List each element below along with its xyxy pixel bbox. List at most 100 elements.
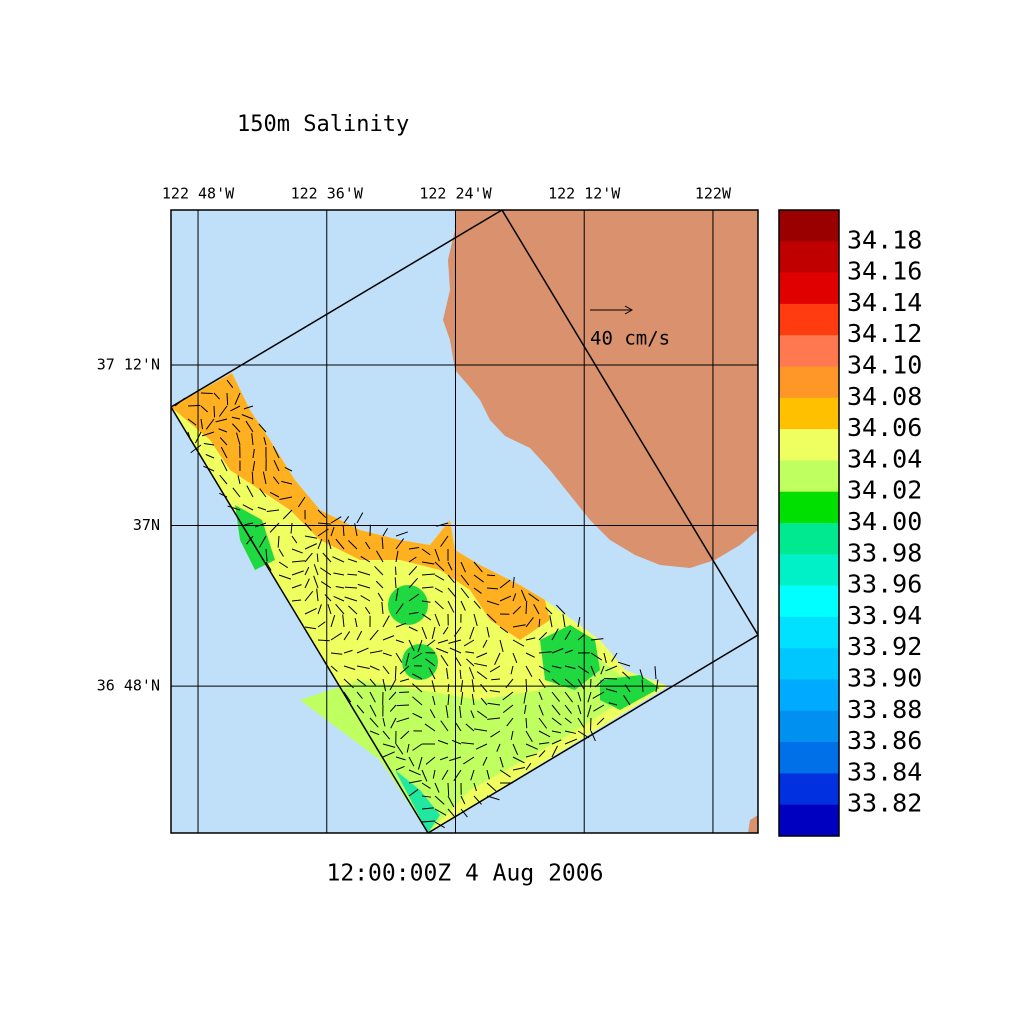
colorbar-band: [779, 773, 839, 806]
vector: [426, 639, 436, 647]
vector: [442, 626, 449, 635]
vector: [562, 614, 566, 628]
vector: [421, 561, 435, 565]
vector: [187, 404, 201, 407]
vector: [344, 596, 358, 602]
vector: [396, 717, 410, 723]
vector: [320, 581, 332, 589]
vector: [447, 808, 456, 818]
vector: [220, 446, 228, 459]
vector: [512, 766, 526, 771]
vector: [551, 717, 562, 726]
vector: [381, 601, 384, 615]
vector: [470, 769, 475, 781]
salinity-low: [540, 625, 600, 690]
vector: [394, 566, 397, 576]
colorbar-label: 33.86: [847, 726, 922, 755]
colorbar-band: [779, 523, 839, 555]
vector: [395, 639, 404, 644]
reference-arrow-head: [624, 305, 634, 315]
colorbar-label: 34.08: [847, 382, 922, 411]
vector: [538, 730, 551, 738]
vector: [460, 692, 464, 706]
vector: [461, 742, 475, 745]
vector: [327, 604, 332, 615]
vector: [445, 705, 449, 719]
colorbar-band: [779, 804, 839, 837]
vector: [412, 712, 423, 719]
vector: [525, 730, 533, 743]
vector: [242, 504, 254, 511]
vector: [218, 428, 228, 433]
colorbar-band: [779, 491, 839, 524]
vector: [200, 405, 208, 413]
vector: [538, 651, 552, 654]
vector: [473, 795, 482, 805]
vector: [468, 667, 475, 680]
vector: [395, 743, 404, 755]
vector: [463, 639, 475, 647]
colorbar-band: [779, 460, 839, 493]
vector: [460, 587, 470, 599]
vector: [231, 416, 241, 420]
vector: [586, 704, 592, 718]
vector: [252, 461, 256, 472]
vector: [564, 704, 572, 714]
vector: [273, 459, 280, 472]
vector: [499, 595, 512, 602]
vector: [434, 795, 445, 805]
colorbar-label: 34.00: [847, 507, 922, 536]
vector: [226, 392, 229, 406]
vector: [611, 652, 618, 662]
vector: [395, 652, 403, 663]
vector: [399, 665, 410, 675]
vector: [408, 565, 418, 576]
vector: [502, 691, 514, 701]
vector: [486, 574, 496, 577]
vector: [400, 730, 410, 740]
vector: [251, 433, 254, 446]
vector: [218, 405, 228, 417]
vector: [406, 743, 410, 753]
x-tick-label: 122 24'W: [419, 185, 492, 203]
vector: [434, 808, 447, 816]
vector: [520, 589, 527, 602]
vector: [577, 616, 581, 628]
salinity-low: [235, 505, 275, 570]
vector: [475, 743, 488, 750]
vector: [369, 678, 377, 686]
vector: [434, 561, 445, 572]
vector: [382, 665, 390, 675]
vector: [382, 615, 390, 628]
vector: [465, 723, 475, 732]
vector: [448, 639, 462, 644]
vector: [388, 691, 397, 701]
vector: [447, 561, 453, 571]
vector: [589, 717, 592, 731]
vector: [376, 550, 384, 563]
vector: [421, 573, 435, 576]
vector: [278, 548, 284, 557]
vector: [408, 577, 418, 589]
colorbar-label: 33.94: [847, 601, 922, 630]
vector: [219, 474, 228, 485]
colorbar-label: 34.06: [847, 413, 922, 442]
vector: [382, 743, 396, 748]
vector: [564, 630, 572, 641]
vector: [425, 658, 436, 667]
vector: [313, 575, 319, 589]
vector: [424, 723, 436, 732]
land: [748, 815, 758, 833]
vector: [354, 618, 358, 628]
vector: [304, 590, 314, 602]
vector: [335, 538, 345, 550]
colorbar-label: 34.18: [847, 225, 922, 254]
vector: [330, 614, 336, 628]
vector: [473, 574, 484, 583]
vector: [487, 717, 501, 720]
vector: [348, 605, 358, 615]
vector: [251, 471, 254, 485]
vector: [447, 600, 455, 613]
vector: [486, 600, 500, 606]
vector: [369, 730, 380, 736]
